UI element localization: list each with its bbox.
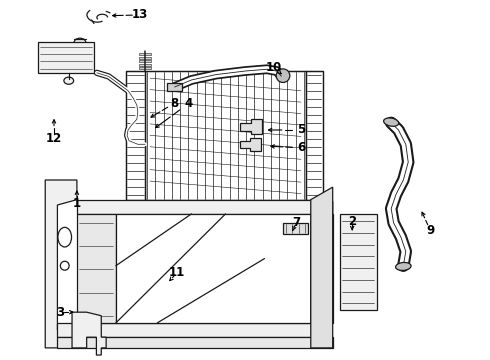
Polygon shape — [340, 214, 376, 310]
Circle shape — [162, 340, 172, 347]
Bar — [167, 83, 182, 91]
Text: 10: 10 — [266, 61, 282, 74]
Polygon shape — [72, 312, 106, 355]
Polygon shape — [240, 120, 262, 134]
Text: 1: 1 — [73, 197, 81, 210]
Circle shape — [250, 340, 260, 347]
Text: 2: 2 — [348, 215, 356, 228]
Bar — [139, 57, 151, 59]
Circle shape — [302, 216, 310, 222]
Ellipse shape — [276, 69, 290, 82]
Circle shape — [354, 293, 362, 299]
Bar — [139, 67, 151, 69]
Circle shape — [354, 225, 362, 231]
Circle shape — [64, 77, 74, 84]
Polygon shape — [77, 214, 116, 323]
Polygon shape — [283, 223, 308, 234]
Polygon shape — [145, 71, 306, 200]
Text: 13: 13 — [132, 9, 148, 22]
Polygon shape — [57, 323, 311, 337]
Polygon shape — [240, 138, 261, 151]
Ellipse shape — [60, 261, 69, 270]
Circle shape — [78, 311, 86, 317]
Polygon shape — [311, 214, 333, 323]
Text: 4: 4 — [185, 97, 193, 110]
Text: 9: 9 — [426, 224, 434, 237]
Bar — [139, 53, 151, 55]
Text: 6: 6 — [297, 141, 305, 154]
Text: 5: 5 — [297, 123, 305, 136]
Polygon shape — [45, 180, 92, 348]
Bar — [139, 60, 151, 62]
Polygon shape — [306, 71, 323, 200]
Ellipse shape — [384, 118, 399, 126]
Text: 12: 12 — [46, 132, 62, 145]
Text: 11: 11 — [169, 266, 185, 279]
Polygon shape — [125, 71, 145, 200]
Circle shape — [302, 311, 310, 317]
Circle shape — [78, 216, 86, 222]
Text: 3: 3 — [56, 306, 64, 319]
Polygon shape — [77, 200, 311, 214]
Polygon shape — [38, 42, 94, 73]
Ellipse shape — [58, 227, 72, 247]
Text: 7: 7 — [292, 216, 300, 229]
Ellipse shape — [395, 262, 411, 270]
Polygon shape — [116, 214, 311, 323]
Polygon shape — [311, 202, 333, 323]
Circle shape — [74, 38, 86, 47]
Polygon shape — [57, 337, 333, 348]
Text: 8: 8 — [170, 97, 178, 110]
Polygon shape — [311, 187, 333, 348]
Bar — [139, 64, 151, 66]
